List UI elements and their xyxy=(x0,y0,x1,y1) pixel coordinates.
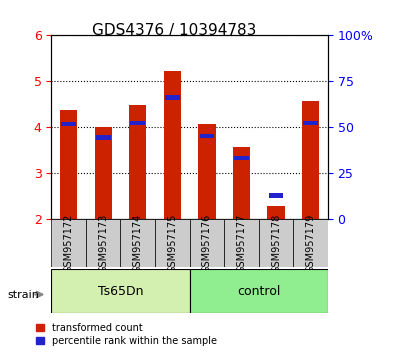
FancyBboxPatch shape xyxy=(51,269,190,313)
Bar xyxy=(164,71,181,219)
Bar xyxy=(199,134,214,138)
Text: GSM957176: GSM957176 xyxy=(202,214,212,273)
Text: GSM957172: GSM957172 xyxy=(64,214,73,273)
Bar xyxy=(130,121,145,125)
Text: GSM957173: GSM957173 xyxy=(98,214,108,273)
Text: GSM957177: GSM957177 xyxy=(237,214,246,273)
FancyBboxPatch shape xyxy=(51,219,86,267)
Bar xyxy=(303,121,318,125)
Bar xyxy=(233,147,250,219)
FancyBboxPatch shape xyxy=(224,219,259,267)
FancyBboxPatch shape xyxy=(293,219,328,267)
Bar xyxy=(234,156,249,160)
Bar xyxy=(60,110,77,219)
Text: control: control xyxy=(237,285,280,298)
FancyBboxPatch shape xyxy=(259,219,293,267)
Bar xyxy=(96,136,111,139)
Bar xyxy=(94,127,112,219)
FancyBboxPatch shape xyxy=(190,219,224,267)
Text: strain: strain xyxy=(8,290,40,299)
FancyBboxPatch shape xyxy=(120,219,155,267)
Bar xyxy=(302,101,319,219)
FancyBboxPatch shape xyxy=(190,269,328,313)
Bar xyxy=(129,105,147,219)
Text: Ts65Dn: Ts65Dn xyxy=(98,285,143,298)
Text: GSM957175: GSM957175 xyxy=(167,214,177,273)
Bar xyxy=(165,96,180,99)
Legend: transformed count, percentile rank within the sample: transformed count, percentile rank withi… xyxy=(36,323,217,346)
Text: GSM957178: GSM957178 xyxy=(271,214,281,273)
FancyBboxPatch shape xyxy=(86,219,120,267)
Bar xyxy=(198,124,216,219)
Text: GDS4376 / 10394783: GDS4376 / 10394783 xyxy=(92,23,256,38)
Bar xyxy=(61,122,76,126)
Bar xyxy=(269,194,283,198)
Text: GSM957179: GSM957179 xyxy=(306,214,316,273)
Text: GSM957174: GSM957174 xyxy=(133,214,143,273)
FancyBboxPatch shape xyxy=(155,219,190,267)
Bar xyxy=(267,206,285,219)
